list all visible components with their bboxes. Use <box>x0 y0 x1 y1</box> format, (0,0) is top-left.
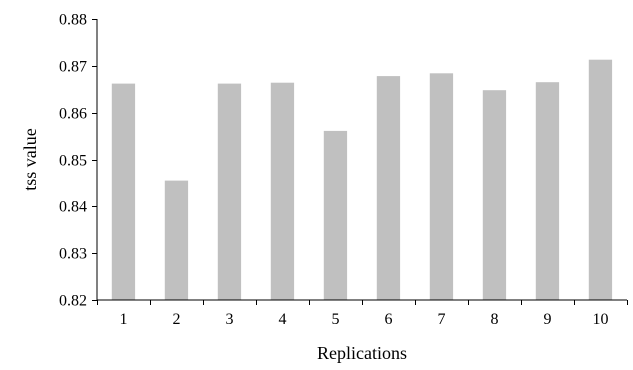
y-tick-label: 0.86 <box>59 106 87 123</box>
y-tick-label: 0.83 <box>59 246 87 263</box>
x-tick-label: 9 <box>544 311 552 328</box>
bars-group <box>111 59 613 301</box>
x-tick-label: 6 <box>385 311 393 328</box>
x-axis-title: Replications <box>317 343 407 363</box>
bar-9 <box>535 82 560 300</box>
x-tick-label: 8 <box>491 311 499 328</box>
y-tick-label: 0.84 <box>59 199 87 216</box>
bar-10 <box>588 59 613 301</box>
x-axis-ticks: 1 2 3 4 5 6 7 8 9 10 <box>97 300 628 328</box>
bar-2 <box>164 180 189 300</box>
bar-6 <box>376 76 401 300</box>
y-axis-ticks: 0.82 0.83 0.84 0.85 0.86 0.87 0.88 <box>59 12 97 310</box>
bar-4 <box>270 82 295 300</box>
y-tick-label: 0.82 <box>59 293 87 310</box>
x-tick-label: 5 <box>332 311 340 328</box>
y-tick-label: 0.87 <box>59 59 87 76</box>
y-axis-title: tss value <box>20 128 40 191</box>
bar-8 <box>482 90 507 300</box>
x-tick-label: 7 <box>438 311 446 328</box>
x-tick-label: 10 <box>593 311 609 328</box>
x-tick-label: 2 <box>173 311 181 328</box>
x-tick-label: 4 <box>279 311 287 328</box>
bar-5 <box>323 130 348 300</box>
y-tick-label: 0.88 <box>59 12 87 29</box>
y-tick-label: 0.85 <box>59 153 87 170</box>
x-tick-label: 3 <box>226 311 234 328</box>
bar-3 <box>217 83 242 300</box>
bar-7 <box>429 73 454 300</box>
x-tick-label: 1 <box>120 311 128 328</box>
bar-1 <box>111 83 136 300</box>
